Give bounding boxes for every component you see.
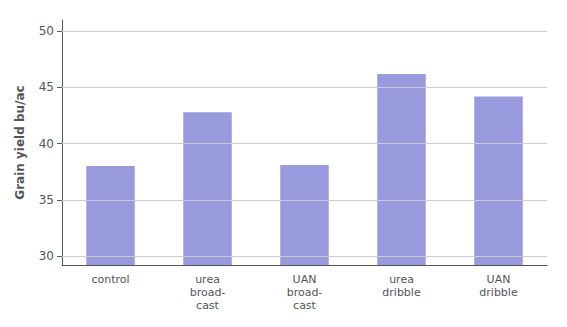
svg-text:Grain yield bu/ac: Grain yield bu/ac <box>13 85 27 199</box>
svg-text:35: 35 <box>39 193 54 207</box>
svg-text:control: control <box>91 273 129 286</box>
svg-text:45: 45 <box>39 80 54 94</box>
svg-text:broad-: broad- <box>287 286 323 299</box>
svg-text:dribble: dribble <box>382 286 421 299</box>
svg-text:UAN: UAN <box>293 273 317 286</box>
svg-text:urea: urea <box>389 273 414 286</box>
svg-text:UAN: UAN <box>487 273 511 286</box>
svg-text:urea: urea <box>195 273 220 286</box>
svg-text:40: 40 <box>39 137 54 151</box>
svg-text:cast: cast <box>293 299 317 312</box>
svg-text:30: 30 <box>39 249 54 263</box>
svg-text:dribble: dribble <box>479 286 518 299</box>
svg-text:50: 50 <box>39 24 54 38</box>
svg-text:broad-: broad- <box>190 286 226 299</box>
svg-text:cast: cast <box>196 299 220 312</box>
